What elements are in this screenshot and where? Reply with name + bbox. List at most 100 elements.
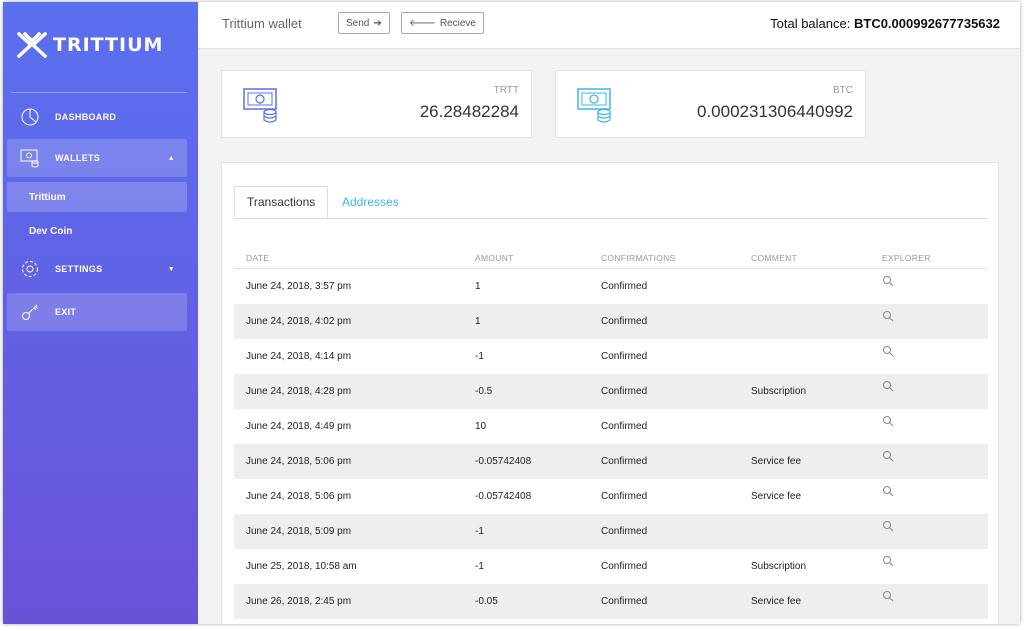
cell-amount: -1 (475, 560, 484, 572)
search-icon[interactable] (882, 380, 894, 392)
cell-explorer (870, 339, 988, 374)
cell-amount: -0.05742408 (463, 443, 589, 479)
wallet-icon (19, 147, 41, 169)
cell-explorer (870, 583, 988, 619)
balance-card-trtt[interactable]: TRTT 26.28482284 (221, 70, 532, 138)
cell-explorer (870, 303, 988, 339)
app-window: TRITTIUM DASHBOARD WALLETS ▲ Trittium De… (3, 2, 1020, 624)
search-icon[interactable] (882, 590, 894, 602)
column-header-confirmations: CONFIRMATIONS (589, 248, 739, 269)
search-icon[interactable] (882, 450, 894, 462)
column-header-explorer: EXPLORER (870, 248, 988, 269)
cell-confirmations: Confirmed (589, 513, 739, 549)
column-header-date: DATE (234, 248, 463, 269)
cell-date: June 24, 2018, 3:57 pm (246, 280, 352, 292)
cell-confirmations: Confirmed (589, 583, 739, 619)
transactions-table: DATE AMOUNT CONFIRMATIONS COMMENT EXPLOR… (234, 248, 988, 619)
wallet-coins-icon (242, 87, 282, 130)
table-row[interactable]: June 26, 2018, 2:45 pm -0.05 Confirmed Serv… (234, 583, 988, 619)
search-icon[interactable] (882, 345, 894, 357)
cell-explorer (870, 409, 988, 444)
cell-confirmations: Confirmed (589, 443, 739, 479)
sidebar-subitem-label: Dev Coin (29, 225, 73, 237)
cell-date: June 24, 2018, 4:14 pm (246, 350, 352, 362)
balance-card-btc[interactable]: BTC 0.000231306440992 (555, 70, 866, 138)
sidebar-item-wallets[interactable]: WALLETS ▲ (7, 139, 187, 177)
cell-date: June 24, 2018, 5:06 pm (234, 443, 463, 479)
sidebar-subitem-dev-coin[interactable]: Dev Coin (7, 216, 187, 246)
cell-comment (739, 303, 870, 339)
table-row[interactable]: June 24, 2018, 5:06 pm -0.05742408 Confirm… (234, 443, 988, 479)
search-icon[interactable] (882, 555, 894, 567)
transactions-table-body: June 24, 2018, 3:57 pm 1 Confirmed June 24,… (234, 269, 988, 619)
sidebar-item-exit[interactable]: EXIT (7, 293, 187, 331)
search-icon[interactable] (882, 485, 894, 497)
cell-amount: -1 (475, 350, 484, 362)
sidebar-item-settings[interactable]: SETTINGS ▼ (7, 250, 187, 288)
table-row[interactable]: June 24, 2018, 4:14 pm -1 Confirmed (234, 339, 988, 374)
send-button-label: Send (346, 17, 370, 29)
tab-transactions[interactable]: Transactions (234, 186, 329, 218)
wallet-coins-icon (576, 87, 616, 130)
cell-comment: Service fee (739, 583, 870, 619)
table-row[interactable]: June 25, 2018, 10:58 am -1 Confirmed Subscr… (234, 549, 988, 584)
sidebar-subitem-trittium[interactable]: Trittium (7, 182, 187, 212)
cell-amount: 1 (463, 303, 589, 339)
cell-comment: Subscription (739, 373, 870, 409)
tab-addresses[interactable]: Addresses (330, 186, 411, 218)
cell-comment (739, 409, 870, 444)
cell-explorer (870, 549, 988, 584)
search-icon[interactable] (882, 415, 894, 427)
transactions-panel: Transactions Addresses DATE AMOUNT CONFI… (221, 162, 999, 624)
table-row[interactable]: June 24, 2018, 4:28 pm -0.5 Confirmed Subsc… (234, 373, 988, 409)
table-header-row: DATE AMOUNT CONFIRMATIONS COMMENT EXPLOR… (234, 248, 988, 269)
receive-button[interactable]: 🡐 Recieve (401, 12, 484, 34)
search-icon[interactable] (882, 275, 894, 287)
pie-chart-icon (19, 106, 41, 128)
tab-label: Addresses (342, 195, 399, 209)
total-balance-label: Total balance: (770, 16, 851, 31)
card-balance-value: 26.28482284 (419, 102, 519, 121)
table-row[interactable]: June 24, 2018, 4:49 pm 10 Confirmed (234, 409, 988, 444)
cell-date: June 24, 2018, 4:49 pm (246, 420, 352, 432)
cell-amount: 10 (475, 420, 487, 432)
column-header-comment: COMMENT (739, 248, 870, 269)
sidebar-item-dashboard[interactable]: DASHBOARD (7, 98, 187, 136)
cell-confirmations: Confirmed (601, 490, 648, 502)
cell-date: June 24, 2018, 4:02 pm (234, 303, 463, 339)
table-row[interactable]: June 24, 2018, 5:09 pm -1 Confirmed (234, 513, 988, 549)
cell-comment: Service fee (739, 443, 870, 479)
cell-comment: Subscription (751, 560, 807, 572)
trittium-logo-icon (17, 32, 47, 58)
total-balance-value: BTC0.000992677735632 (853, 16, 1000, 31)
send-button[interactable]: Send ➔ (338, 12, 390, 34)
cell-comment (739, 269, 870, 304)
cell-date: June 24, 2018, 5:09 pm (234, 513, 463, 549)
cell-explorer (870, 443, 988, 479)
sidebar-subitem-label: Trittium (29, 191, 66, 203)
card-currency-label: TRTT (493, 85, 519, 96)
card-currency-label: BTC (833, 85, 853, 96)
cell-explorer (870, 513, 988, 549)
table-row[interactable]: June 24, 2018, 4:02 pm 1 Confirmed (234, 303, 988, 339)
sidebar-item-label: DASHBOARD (55, 112, 117, 122)
cell-date: June 24, 2018, 4:28 pm (234, 373, 463, 409)
cell-date: June 24, 2018, 5:06 pm (246, 490, 352, 502)
search-icon[interactable] (882, 520, 894, 532)
cell-explorer (870, 479, 988, 514)
search-icon[interactable] (882, 310, 894, 322)
tab-label: Transactions (247, 195, 316, 209)
cell-confirmations: Confirmed (589, 373, 739, 409)
cell-date: June 26, 2018, 2:45 pm (234, 583, 463, 619)
table-row[interactable]: June 24, 2018, 3:57 pm 1 Confirmed (234, 269, 988, 304)
card-balance-value: 0.000231306440992 (697, 102, 853, 121)
cell-date: June 25, 2018, 10:58 am (246, 560, 357, 572)
sidebar: TRITTIUM DASHBOARD WALLETS ▲ Trittium De… (3, 2, 198, 624)
cell-explorer (870, 269, 988, 304)
cell-confirmations: Confirmed (601, 350, 648, 362)
cell-comment (739, 513, 870, 549)
cell-amount: -0.5 (463, 373, 589, 409)
table-row[interactable]: June 24, 2018, 5:06 pm -0.05742408 Confirm… (234, 479, 988, 514)
cell-comment: Service fee (751, 490, 802, 502)
caret-down-icon: ▼ (167, 265, 175, 273)
